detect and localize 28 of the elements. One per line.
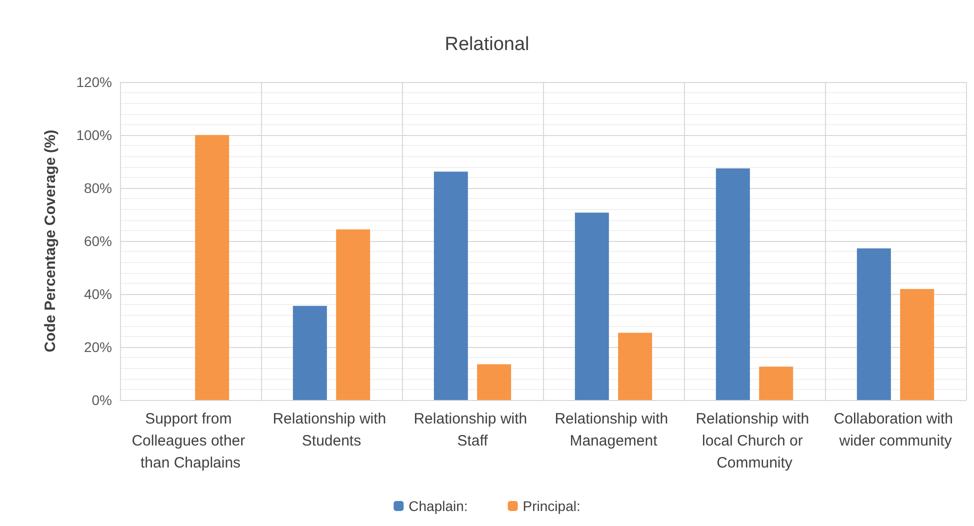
bar [336,229,370,400]
x-tick-label: Support from Colleagues other than Chaplains [132,410,250,472]
chart-title: Relational [444,34,530,55]
y-tick-label: 100% [76,127,112,143]
bar [292,306,327,400]
bar [618,332,652,400]
x-tick-label: Relationship with Staff [414,410,532,450]
legend-label: Principal: [522,498,580,514]
legend-label: Chaplain: [408,498,468,514]
y-tick-label: 0% [92,392,112,408]
bar [477,364,512,400]
bar [195,135,230,400]
y-tick-label: 60% [84,233,112,249]
x-tick-label: Relationship with Management [554,410,672,450]
y-axis-title: Code Percentage Coverage (%) [42,130,59,352]
x-tick-label: Relationship with Students [272,410,390,450]
bar [716,168,750,400]
bar [759,366,794,400]
bar [434,172,468,400]
x-tick-label: Collaboration with wider community [834,410,958,450]
bar [900,288,934,400]
x-tick-label: Relationship with local Church or Community [696,410,814,472]
y-tick-label: 120% [76,74,112,90]
bar [856,248,891,400]
y-tick-label: 80% [84,180,112,196]
y-tick-label: 40% [84,286,112,302]
y-tick-label: 20% [84,339,112,355]
bar [574,212,609,400]
